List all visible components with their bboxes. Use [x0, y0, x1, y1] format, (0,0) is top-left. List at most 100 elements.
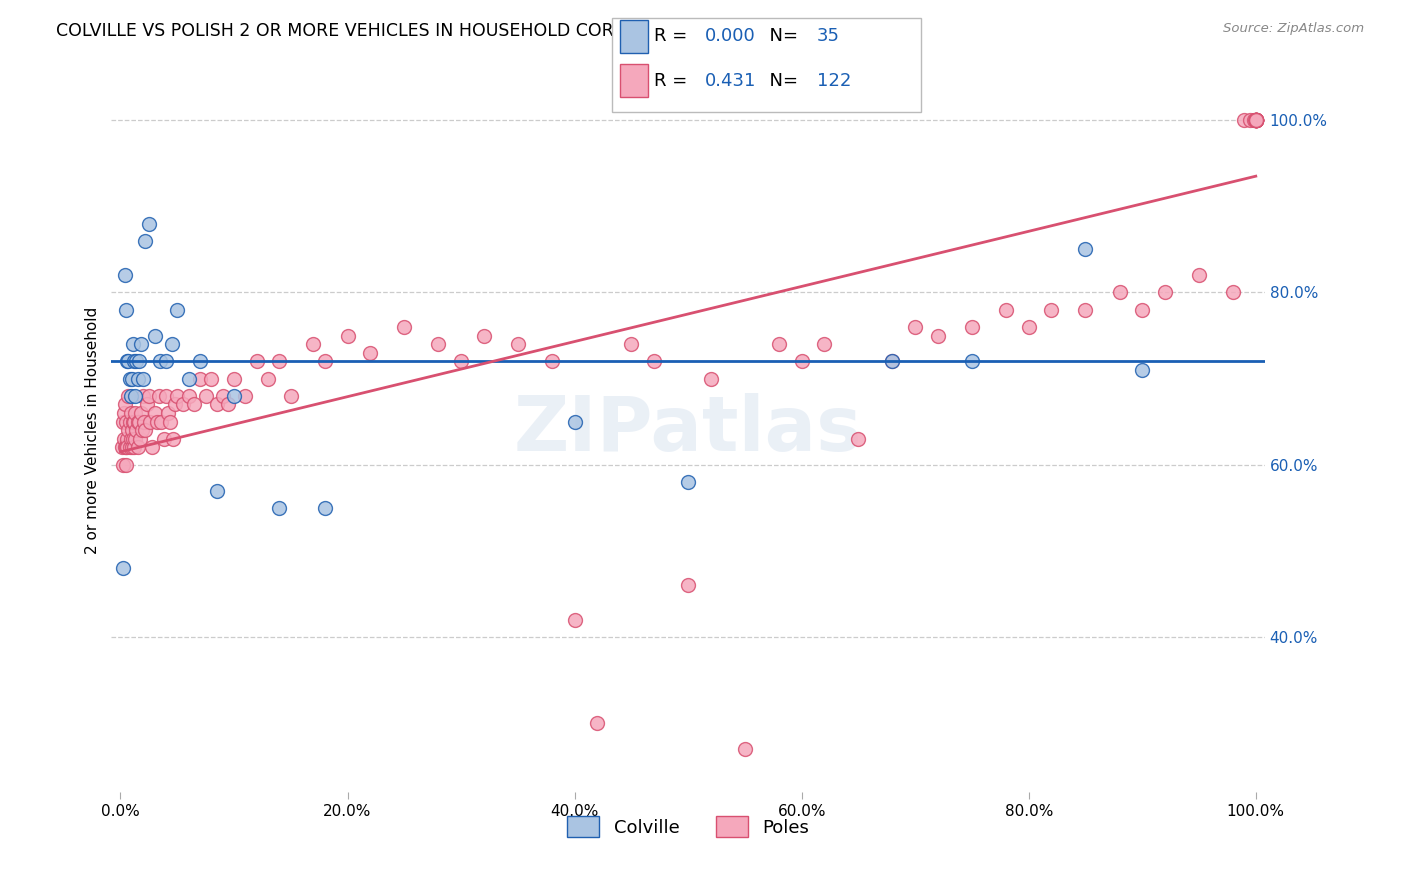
Point — [127, 441, 149, 455]
Point — [120, 389, 142, 403]
Point — [960, 354, 983, 368]
Text: 0.431: 0.431 — [704, 71, 756, 89]
Point — [1074, 302, 1097, 317]
Point — [132, 371, 155, 385]
Point — [222, 389, 245, 403]
Point — [1040, 302, 1063, 317]
Point — [1130, 302, 1153, 317]
Text: R =: R = — [654, 28, 693, 45]
Point — [121, 371, 143, 385]
Point — [676, 475, 699, 489]
Point — [676, 578, 699, 592]
Point — [1233, 113, 1256, 128]
Point — [115, 302, 138, 317]
Point — [882, 354, 904, 368]
Text: R =: R = — [654, 71, 693, 89]
Point — [235, 389, 257, 403]
Point — [257, 371, 280, 385]
Point — [1244, 113, 1267, 128]
Point — [128, 432, 150, 446]
Point — [122, 432, 145, 446]
Point — [118, 371, 141, 385]
Point — [1244, 113, 1267, 128]
Point — [111, 561, 134, 575]
Point — [132, 389, 155, 403]
Point — [194, 389, 217, 403]
Point — [269, 500, 291, 515]
Point — [122, 441, 145, 455]
Y-axis label: 2 or more Vehicles in Household: 2 or more Vehicles in Household — [86, 307, 100, 554]
Point — [122, 415, 145, 429]
Point — [177, 371, 200, 385]
Point — [118, 415, 141, 429]
Point — [114, 268, 136, 283]
Point — [314, 500, 336, 515]
Point — [121, 423, 143, 437]
Point — [427, 337, 450, 351]
Point — [155, 354, 177, 368]
Text: ZIPatlas: ZIPatlas — [513, 393, 862, 467]
Point — [882, 354, 904, 368]
Point — [188, 371, 211, 385]
Point — [1244, 113, 1267, 128]
Point — [138, 389, 160, 403]
Point — [302, 337, 325, 351]
Point — [166, 302, 188, 317]
Point — [131, 423, 153, 437]
Point — [143, 406, 166, 420]
Point — [112, 406, 135, 420]
Point — [177, 389, 200, 403]
Point — [359, 345, 381, 359]
Point — [129, 406, 152, 420]
Point — [541, 354, 564, 368]
Point — [586, 716, 609, 731]
Point — [118, 441, 141, 455]
Point — [1154, 285, 1177, 300]
Point — [120, 406, 142, 420]
Point — [960, 319, 983, 334]
Point — [124, 432, 146, 446]
Point — [768, 337, 790, 351]
Point — [111, 441, 134, 455]
Point — [205, 483, 228, 498]
Text: 35: 35 — [817, 28, 839, 45]
Point — [120, 432, 142, 446]
Point — [117, 423, 139, 437]
Text: 0.000: 0.000 — [704, 28, 755, 45]
Point — [450, 354, 472, 368]
Point — [160, 337, 183, 351]
Point — [200, 371, 222, 385]
Point — [124, 389, 146, 403]
Point — [1244, 113, 1267, 128]
Point — [122, 354, 145, 368]
Point — [114, 397, 136, 411]
Point — [1130, 363, 1153, 377]
Text: 122: 122 — [817, 71, 851, 89]
Legend: Colville, Poles: Colville, Poles — [560, 809, 817, 845]
Point — [280, 389, 302, 403]
Point — [1018, 319, 1040, 334]
Point — [1244, 113, 1267, 128]
Point — [995, 302, 1018, 317]
Point — [1188, 268, 1211, 283]
Point — [564, 613, 586, 627]
Point — [127, 371, 149, 385]
Point — [148, 389, 170, 403]
Point — [700, 371, 723, 385]
Point — [134, 415, 156, 429]
Point — [205, 397, 228, 411]
Point — [1243, 113, 1265, 128]
Point — [1244, 113, 1267, 128]
Point — [183, 397, 205, 411]
Point — [115, 441, 138, 455]
Point — [1244, 113, 1267, 128]
Text: N=: N= — [758, 71, 804, 89]
Point — [157, 406, 180, 420]
Point — [188, 354, 211, 368]
Point — [1239, 113, 1261, 128]
Point — [117, 441, 139, 455]
Point — [138, 217, 160, 231]
Point — [125, 354, 148, 368]
Point — [121, 441, 143, 455]
Point — [246, 354, 269, 368]
